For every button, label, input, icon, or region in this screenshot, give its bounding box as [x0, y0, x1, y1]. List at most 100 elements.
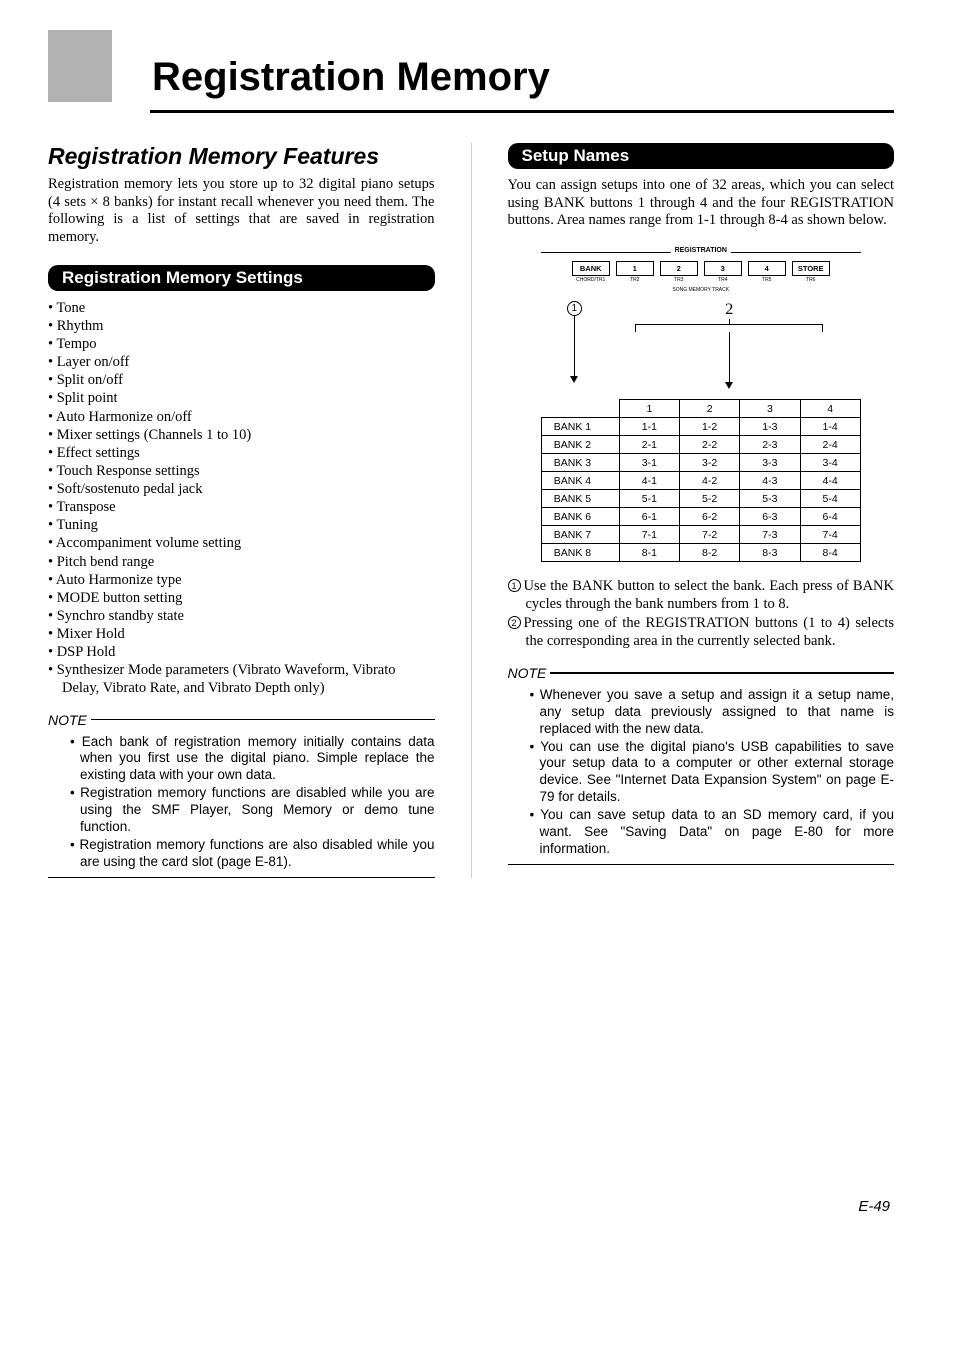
column-separator — [471, 143, 472, 878]
page-header: Registration Memory — [0, 30, 954, 102]
step-number-icon: 2 — [508, 616, 521, 629]
bank-cell: 5-2 — [680, 490, 740, 508]
settings-item: Effect settings — [48, 444, 435, 462]
bank-cell: 1-3 — [740, 418, 800, 436]
bank-cell: 2-4 — [800, 436, 860, 454]
table-row: BANK 77-17-27-37-4 — [541, 526, 860, 544]
note-list-left: Each bank of registration memory initial… — [48, 734, 435, 871]
settings-item: Touch Response settings — [48, 462, 435, 480]
bank-cell: 7-4 — [800, 526, 860, 544]
panel-button: 4 — [748, 261, 786, 276]
note-rule — [91, 719, 435, 721]
table-col-header: 2 — [680, 400, 740, 418]
note-rule — [550, 672, 894, 674]
intro-text-right: You can assign setups into one of 32 are… — [508, 177, 895, 230]
bank-cell: 8-4 — [800, 544, 860, 562]
bank-cell: 2-3 — [740, 436, 800, 454]
bank-cell: 3-4 — [800, 454, 860, 472]
subheading-setup-names: Setup Names — [508, 143, 895, 169]
bank-cell: 8-2 — [680, 544, 740, 562]
pointer-2: 2 — [606, 301, 853, 389]
registration-panel: REGISTRATION BANKCHORD/TR11TR22TR33TR44T… — [541, 252, 861, 289]
note-list-right: Whenever you save a setup and assign it … — [508, 687, 895, 858]
panel-button-sub: TR4 — [718, 277, 727, 283]
registration-diagram: REGISTRATION BANKCHORD/TR11TR22TR33TR44T… — [541, 252, 861, 562]
bank-cell: 7-1 — [619, 526, 679, 544]
bank-table: 1234BANK 11-11-21-31-4BANK 22-12-22-32-4… — [541, 399, 861, 562]
note-item: Registration memory functions are also d… — [70, 837, 435, 871]
pointer-1: 1 — [567, 301, 582, 389]
bank-cell: 4-3 — [740, 472, 800, 490]
bank-cell: 3-3 — [740, 454, 800, 472]
note-end-rule — [508, 864, 895, 866]
settings-item: Mixer settings (Channels 1 to 10) — [48, 426, 435, 444]
settings-item: MODE button setting — [48, 589, 435, 607]
content-columns: Registration Memory Features Registratio… — [0, 113, 954, 878]
bank-cell: 1-1 — [619, 418, 679, 436]
bank-row-label: BANK 1 — [541, 418, 619, 436]
settings-item: Auto Harmonize on/off — [48, 408, 435, 426]
table-row: BANK 88-18-28-38-4 — [541, 544, 860, 562]
settings-item: Synchro standby state — [48, 607, 435, 625]
table-col-header: 4 — [800, 400, 860, 418]
panel-button-sub: TR5 — [762, 277, 771, 283]
note-item: You can save setup data to an SD memory … — [530, 807, 895, 858]
settings-item: Synthesizer Mode parameters (Vibrato Wav… — [48, 661, 435, 697]
bank-cell: 6-3 — [740, 508, 800, 526]
bank-cell: 6-4 — [800, 508, 860, 526]
settings-item: Split on/off — [48, 371, 435, 389]
note-item: Whenever you save a setup and assign it … — [530, 687, 895, 738]
bank-row-label: BANK 4 — [541, 472, 619, 490]
left-column: Registration Memory Features Registratio… — [48, 143, 435, 878]
table-col-header: 1 — [619, 400, 679, 418]
settings-item: Transpose — [48, 498, 435, 516]
panel-button-col: 4TR5 — [748, 261, 786, 283]
settings-item: Tempo — [48, 335, 435, 353]
bank-cell: 3-2 — [680, 454, 740, 472]
bank-row-label: BANK 5 — [541, 490, 619, 508]
panel-button: 1 — [616, 261, 654, 276]
bank-cell: 1-4 — [800, 418, 860, 436]
bank-cell: 2-1 — [619, 436, 679, 454]
table-row: BANK 66-16-26-36-4 — [541, 508, 860, 526]
panel-button-col: 1TR2 — [616, 261, 654, 283]
bank-cell: 8-3 — [740, 544, 800, 562]
panel-button-sub: TR6 — [806, 277, 815, 283]
settings-item: Tuning — [48, 516, 435, 534]
table-row: BANK 22-12-22-32-4 — [541, 436, 860, 454]
panel-button-col: 3TR4 — [704, 261, 742, 283]
bank-cell: 6-2 — [680, 508, 740, 526]
bank-row-label: BANK 2 — [541, 436, 619, 454]
panel-button-sub: TR3 — [674, 277, 683, 283]
panel-button: STORE — [792, 261, 830, 276]
panel-button-col: 2TR3 — [660, 261, 698, 283]
bank-row-label: BANK 6 — [541, 508, 619, 526]
note-item: You can use the digital piano's USB capa… — [530, 739, 895, 807]
intro-text-left: Registration memory lets you store up to… — [48, 176, 435, 247]
settings-item: Split point — [48, 389, 435, 407]
settings-item: Mixer Hold — [48, 625, 435, 643]
note-end-rule — [48, 877, 435, 879]
bank-row-label: BANK 8 — [541, 544, 619, 562]
settings-item: DSP Hold — [48, 643, 435, 661]
panel-button: 3 — [704, 261, 742, 276]
bank-cell: 5-3 — [740, 490, 800, 508]
bank-cell: 2-2 — [680, 436, 740, 454]
settings-list: ToneRhythmTempoLayer on/offSplit on/offS… — [48, 299, 435, 698]
settings-item: Auto Harmonize type — [48, 571, 435, 589]
table-row: BANK 44-14-24-34-4 — [541, 472, 860, 490]
table-row: BANK 55-15-25-35-4 — [541, 490, 860, 508]
right-column: Setup Names You can assign setups into o… — [508, 143, 895, 878]
note-header-left: NOTE — [48, 712, 435, 728]
table-row: BANK 33-13-23-33-4 — [541, 454, 860, 472]
panel-button-col: BANKCHORD/TR1 — [572, 261, 610, 283]
note-header-right: NOTE — [508, 665, 895, 681]
bank-cell: 4-1 — [619, 472, 679, 490]
note-item: Registration memory functions are disabl… — [70, 785, 435, 836]
bank-row-label: BANK 3 — [541, 454, 619, 472]
bank-cell: 7-3 — [740, 526, 800, 544]
note-label: NOTE — [48, 712, 87, 728]
bank-cell: 4-4 — [800, 472, 860, 490]
settings-item: Pitch bend range — [48, 553, 435, 571]
settings-item: Rhythm — [48, 317, 435, 335]
